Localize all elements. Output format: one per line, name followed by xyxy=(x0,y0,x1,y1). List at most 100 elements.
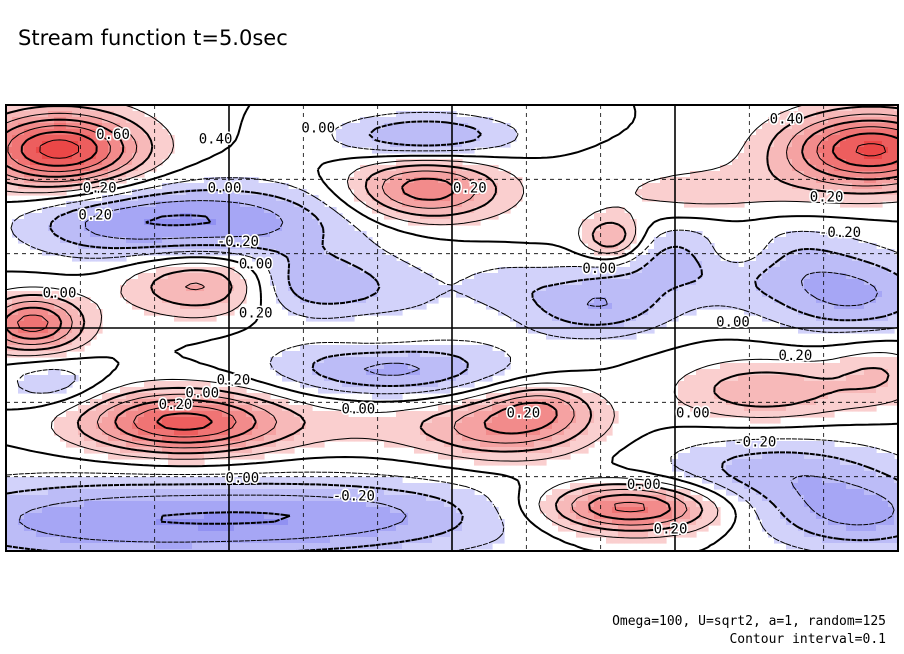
shading-cell xyxy=(894,357,898,364)
shading-cell xyxy=(522,417,529,424)
shading-cell xyxy=(492,123,499,130)
shading-cell xyxy=(114,195,121,202)
shading-cell xyxy=(294,357,301,364)
shading-cell xyxy=(846,195,853,202)
shading-cell xyxy=(234,213,241,220)
shading-cell xyxy=(756,447,763,454)
shading-cell xyxy=(156,285,163,292)
shading-cell xyxy=(720,381,727,388)
shading-cell xyxy=(810,123,817,130)
shading-cell xyxy=(882,105,889,112)
shading-cell xyxy=(882,255,889,262)
shading-cell xyxy=(582,291,589,298)
shading-cell xyxy=(870,387,877,394)
shading-cell xyxy=(474,165,481,172)
shading-cell xyxy=(366,435,373,442)
shading-cell xyxy=(156,135,163,142)
shading-cell xyxy=(420,417,427,424)
shading-cell xyxy=(24,297,31,304)
shading-cell xyxy=(222,441,229,448)
shading-cell xyxy=(792,303,799,310)
shading-cell xyxy=(132,213,139,220)
shading-cell xyxy=(426,165,433,172)
shading-cell xyxy=(516,435,523,442)
shading-cell xyxy=(798,315,805,322)
shading-cell xyxy=(408,285,415,292)
shading-cell xyxy=(852,105,859,112)
shading-cell xyxy=(72,219,79,226)
shading-cell xyxy=(798,177,805,184)
shading-cell xyxy=(156,411,163,418)
shading-cell xyxy=(660,285,667,292)
shading-cell xyxy=(90,207,97,214)
shading-cell xyxy=(528,315,535,322)
shading-cell xyxy=(366,303,373,310)
shading-cell xyxy=(438,219,445,226)
shading-cell xyxy=(54,219,61,226)
shading-cell xyxy=(360,123,367,130)
shading-cell xyxy=(402,279,409,286)
shading-cell xyxy=(870,105,877,112)
shading-cell xyxy=(174,195,181,202)
shading-cell xyxy=(834,315,841,322)
shading-cell xyxy=(660,189,667,196)
shading-cell xyxy=(450,159,457,166)
shading-cell xyxy=(288,225,295,232)
shading-cell xyxy=(216,441,223,448)
shading-cell xyxy=(762,141,769,148)
shading-cell xyxy=(150,285,157,292)
shading-cell xyxy=(630,327,637,334)
shading-cell xyxy=(354,129,361,136)
shading-cell xyxy=(546,411,553,418)
shading-cell xyxy=(756,135,763,142)
shading-cell xyxy=(450,201,457,208)
shading-cell xyxy=(414,123,421,130)
shading-cell xyxy=(828,111,835,118)
shading-cell xyxy=(810,297,817,304)
shading-cell xyxy=(288,309,295,316)
shading-cell xyxy=(864,369,871,376)
shading-cell xyxy=(396,357,403,364)
shading-cell xyxy=(408,291,415,298)
shading-cell xyxy=(816,411,823,418)
shading-cell xyxy=(96,411,103,418)
shading-cell xyxy=(552,273,559,280)
shading-cell xyxy=(30,243,37,250)
shading-cell xyxy=(84,129,91,136)
shading-cell xyxy=(108,141,115,148)
shading-cell xyxy=(378,141,385,148)
shading-cell xyxy=(474,123,481,130)
shading-cell xyxy=(822,105,829,112)
shading-cell xyxy=(804,249,811,256)
shading-cell xyxy=(498,141,505,148)
shading-cell xyxy=(462,195,469,202)
shading-cell xyxy=(510,423,517,430)
shading-cell xyxy=(138,141,145,148)
shading-cell xyxy=(774,141,781,148)
shading-cell xyxy=(312,411,319,418)
shading-cell xyxy=(468,165,475,172)
shading-cell xyxy=(30,135,37,142)
shading-cell xyxy=(318,375,325,382)
shading-cell xyxy=(24,159,31,166)
shading-cell xyxy=(12,111,19,118)
shading-cell xyxy=(894,261,898,268)
shading-cell xyxy=(210,177,217,184)
shading-cell xyxy=(144,285,151,292)
shading-cell xyxy=(762,285,769,292)
shading-cell xyxy=(348,249,355,256)
shading-cell xyxy=(564,273,571,280)
shading-cell xyxy=(774,411,781,418)
shading-cell xyxy=(30,165,37,172)
shading-cell xyxy=(654,273,661,280)
shading-cell xyxy=(54,243,61,250)
shading-cell xyxy=(816,243,823,250)
shading-cell xyxy=(690,189,697,196)
shading-cell xyxy=(576,279,583,286)
shading-cell xyxy=(348,357,355,364)
shading-cell xyxy=(390,363,397,370)
shading-cell xyxy=(216,453,223,460)
shading-cell xyxy=(426,219,433,226)
shading-cell xyxy=(306,375,313,382)
shading-cell xyxy=(78,243,85,250)
